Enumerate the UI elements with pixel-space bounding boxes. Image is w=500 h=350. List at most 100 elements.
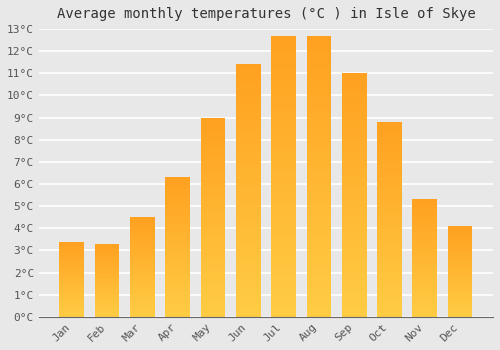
Bar — [306, 50, 331, 51]
Bar — [342, 93, 366, 94]
Bar — [166, 198, 190, 199]
Bar — [342, 265, 366, 266]
Bar — [271, 131, 296, 133]
Bar — [271, 48, 296, 50]
Bar — [60, 281, 84, 282]
Bar — [377, 287, 402, 288]
Bar — [271, 76, 296, 78]
Bar — [60, 307, 84, 308]
Bar — [130, 231, 155, 232]
Bar — [94, 264, 120, 265]
Bar — [412, 257, 437, 258]
Bar — [271, 249, 296, 251]
Bar — [306, 103, 331, 105]
Bar — [94, 302, 120, 303]
Bar — [377, 267, 402, 268]
Bar — [412, 296, 437, 297]
Bar — [448, 262, 472, 263]
Bar — [306, 202, 331, 203]
Bar — [60, 292, 84, 293]
Bar — [342, 263, 366, 265]
Bar — [271, 223, 296, 224]
Bar — [200, 124, 226, 125]
Bar — [60, 268, 84, 269]
Bar — [236, 104, 260, 105]
Bar — [130, 301, 155, 302]
Bar — [377, 125, 402, 126]
Bar — [236, 140, 260, 141]
Bar — [236, 71, 260, 72]
Bar — [94, 269, 120, 270]
Bar — [342, 73, 366, 75]
Bar — [271, 89, 296, 91]
Bar — [236, 197, 260, 198]
Bar — [166, 227, 190, 228]
Bar — [200, 181, 226, 182]
Bar — [342, 248, 366, 250]
Bar — [377, 165, 402, 166]
Bar — [412, 246, 437, 247]
Bar — [200, 305, 226, 306]
Bar — [377, 264, 402, 265]
Bar — [342, 239, 366, 240]
Bar — [236, 247, 260, 248]
Bar — [200, 172, 226, 173]
Bar — [200, 233, 226, 234]
Bar — [271, 182, 296, 183]
Bar — [412, 209, 437, 210]
Bar — [448, 278, 472, 279]
Bar — [200, 288, 226, 289]
Bar — [166, 246, 190, 247]
Bar — [377, 190, 402, 191]
Bar — [377, 218, 402, 219]
Bar — [166, 260, 190, 261]
Bar — [306, 161, 331, 162]
Bar — [377, 303, 402, 304]
Bar — [130, 259, 155, 260]
Bar — [166, 214, 190, 215]
Bar — [60, 258, 84, 259]
Bar — [412, 255, 437, 256]
Bar — [166, 187, 190, 188]
Bar — [271, 181, 296, 182]
Bar — [306, 155, 331, 156]
Bar — [271, 66, 296, 68]
Bar — [236, 126, 260, 127]
Bar — [130, 295, 155, 296]
Bar — [236, 160, 260, 162]
Bar — [377, 211, 402, 212]
Bar — [306, 44, 331, 46]
Bar — [130, 266, 155, 267]
Bar — [306, 273, 331, 275]
Bar — [271, 61, 296, 62]
Bar — [412, 229, 437, 230]
Bar — [306, 131, 331, 133]
Bar — [271, 176, 296, 178]
Bar — [60, 287, 84, 288]
Bar — [448, 301, 472, 302]
Bar — [200, 131, 226, 132]
Bar — [130, 274, 155, 275]
Bar — [271, 95, 296, 96]
Bar — [306, 225, 331, 227]
Bar — [200, 279, 226, 280]
Bar — [412, 238, 437, 239]
Bar — [94, 246, 120, 247]
Bar — [166, 303, 190, 304]
Bar — [166, 191, 190, 192]
Bar — [236, 207, 260, 208]
Bar — [271, 265, 296, 266]
Bar — [60, 291, 84, 292]
Bar — [271, 41, 296, 43]
Bar — [306, 249, 331, 251]
Bar — [200, 285, 226, 286]
Bar — [200, 312, 226, 313]
Bar — [342, 234, 366, 235]
Bar — [377, 228, 402, 229]
Bar — [271, 220, 296, 221]
Bar — [342, 308, 366, 309]
Bar — [60, 271, 84, 272]
Bar — [236, 170, 260, 172]
Bar — [342, 199, 366, 200]
Bar — [236, 99, 260, 100]
